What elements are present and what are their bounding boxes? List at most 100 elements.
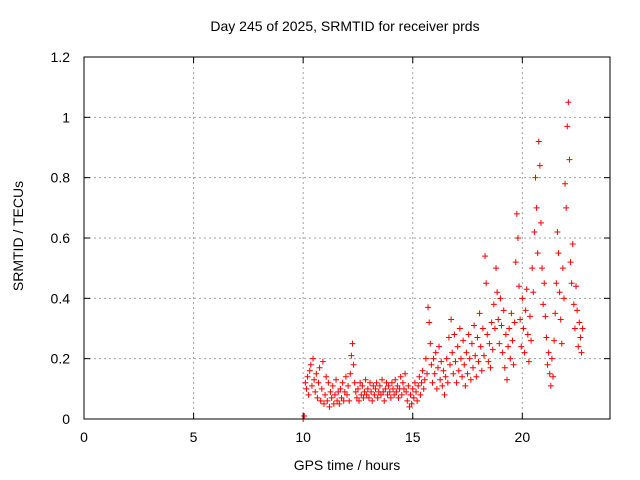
data-point: [391, 391, 398, 398]
data-point: [520, 325, 527, 332]
data-point: [500, 307, 507, 314]
data-point: [574, 307, 581, 314]
data-point: [530, 289, 537, 296]
data-point: [414, 397, 421, 404]
data-point: [524, 331, 531, 338]
data-point: [479, 325, 486, 332]
data-point: [427, 340, 434, 347]
data-point: [415, 382, 422, 389]
x-tick-label: 5: [190, 429, 198, 445]
data-point: [557, 316, 564, 323]
axis-ticks: 0 0.2 0.4 0.6 0.8 1 1.2 0 5 10 15 20: [51, 49, 610, 445]
data-point: [351, 379, 358, 386]
data-point: [350, 361, 357, 368]
data-point: [545, 349, 552, 356]
data-point: [308, 382, 315, 389]
data-point: [377, 391, 384, 398]
data-point: [338, 394, 345, 401]
data-point: [487, 364, 494, 371]
data-point: [498, 322, 505, 329]
data-point: [431, 370, 438, 377]
data-point: [550, 373, 557, 380]
y-axis-label: SRMTID / TECUs: [10, 180, 26, 292]
data-point: [403, 388, 410, 395]
data-point: [494, 289, 501, 296]
data-point: [489, 346, 496, 353]
data-point: [516, 283, 523, 290]
data-point: [441, 391, 448, 398]
data-point: [310, 355, 317, 362]
data-point: [528, 337, 535, 344]
data-point: [525, 358, 532, 365]
data-point: [400, 385, 407, 392]
data-point: [440, 367, 447, 374]
data-point: [566, 156, 573, 163]
data-point: [573, 283, 580, 290]
data-point: [449, 349, 456, 356]
data-point: [465, 331, 472, 338]
data-point: [429, 379, 436, 386]
data-point: [398, 391, 405, 398]
data-point: [442, 373, 449, 380]
data-point: [407, 391, 414, 398]
data-point: [372, 385, 379, 392]
data-point: [393, 388, 400, 395]
data-point: [380, 388, 387, 395]
data-point: [558, 340, 565, 347]
data-point: [509, 337, 516, 344]
data-point: [314, 394, 321, 401]
data-point: [462, 382, 469, 389]
data-point: [322, 391, 329, 398]
data-point: [521, 349, 528, 356]
data-point: [510, 361, 517, 368]
data-point: [381, 397, 388, 404]
data-point: [311, 376, 318, 383]
data-point: [384, 391, 391, 398]
data-point: [425, 304, 432, 311]
data-point: [457, 355, 464, 362]
data-point: [497, 295, 504, 302]
data-point: [421, 376, 428, 383]
data-point: [439, 382, 446, 389]
data-point: [420, 385, 427, 392]
data-point: [409, 385, 416, 392]
data-point: [404, 397, 411, 404]
data-point: [436, 343, 443, 350]
data-point: [579, 325, 586, 332]
data-point: [352, 388, 359, 395]
data-point: [346, 397, 353, 404]
data-point: [428, 361, 435, 368]
x-tick-label: 10: [295, 429, 311, 445]
data-point: [488, 319, 495, 326]
data-point: [468, 340, 475, 347]
data-point: [445, 334, 452, 341]
data-point: [544, 361, 551, 368]
data-point: [306, 367, 313, 374]
data-point: [485, 358, 492, 365]
data-point: [417, 391, 424, 398]
data-point: [382, 385, 389, 392]
data-point: [333, 376, 340, 383]
data-point: [364, 385, 371, 392]
data-point: [578, 349, 585, 356]
data-point: [480, 352, 487, 359]
data-point: [556, 289, 563, 296]
data-point: [508, 310, 515, 317]
data-points: [300, 99, 586, 422]
data-point: [527, 313, 534, 320]
data-point: [451, 331, 458, 338]
data-point: [537, 219, 544, 226]
data-point: [433, 385, 440, 392]
data-point: [320, 400, 327, 407]
data-point: [575, 343, 582, 350]
x-tick-label: 15: [405, 429, 421, 445]
x-tick-label: 0: [80, 429, 88, 445]
y-tick-label: 0.2: [51, 351, 71, 367]
data-point: [399, 379, 406, 386]
data-point: [370, 382, 377, 389]
data-point: [534, 250, 541, 257]
data-point: [571, 325, 578, 332]
data-point: [323, 373, 330, 380]
data-point: [553, 280, 560, 287]
